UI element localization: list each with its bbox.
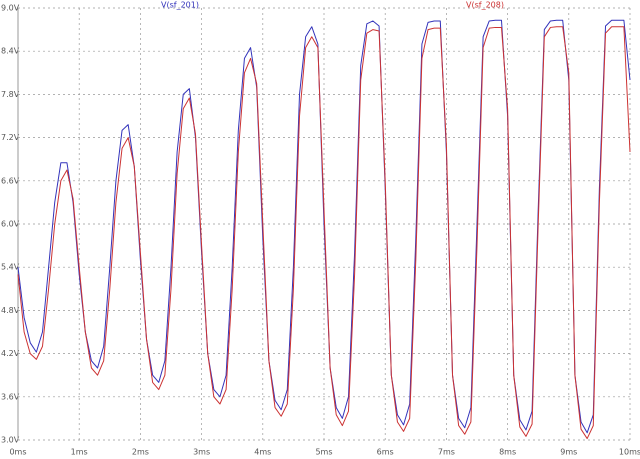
- x-tick-label: 5ms: [315, 448, 332, 456]
- y-tick-label: 7.2V: [1, 133, 20, 142]
- x-tick-label: 10ms: [619, 448, 640, 456]
- x-tick-label: 6ms: [377, 448, 394, 456]
- x-tick-label: 7ms: [438, 448, 455, 456]
- y-tick-label: 5.4V: [1, 263, 20, 272]
- series-line: [17, 19, 631, 434]
- y-tick-label: 3.0V: [1, 436, 20, 445]
- x-tick-label: 2ms: [132, 448, 149, 456]
- legend-label: V(sf_208): [466, 1, 504, 10]
- x-tick-label: 3ms: [193, 448, 210, 456]
- y-tick-label: 8.4V: [1, 47, 20, 56]
- x-tick-label: 8ms: [499, 448, 516, 456]
- y-tick-label: 6.0V: [1, 220, 20, 229]
- x-tick-label: 1ms: [71, 448, 88, 456]
- x-tick-label: 9ms: [560, 448, 577, 456]
- x-tick-label: 0ms: [9, 448, 26, 456]
- y-tick-label: 4.8V: [1, 306, 20, 315]
- legend-label: V(sf_201): [161, 1, 199, 10]
- y-tick-label: 6.6V: [1, 176, 20, 185]
- y-tick-label: 7.8V: [1, 90, 20, 99]
- x-tick-label: 4ms: [254, 448, 271, 456]
- series-line: [17, 26, 631, 440]
- y-tick-label: 4.2V: [1, 349, 20, 358]
- y-tick-label: 9.0V: [1, 4, 20, 13]
- y-tick-label: 3.6V: [1, 392, 20, 401]
